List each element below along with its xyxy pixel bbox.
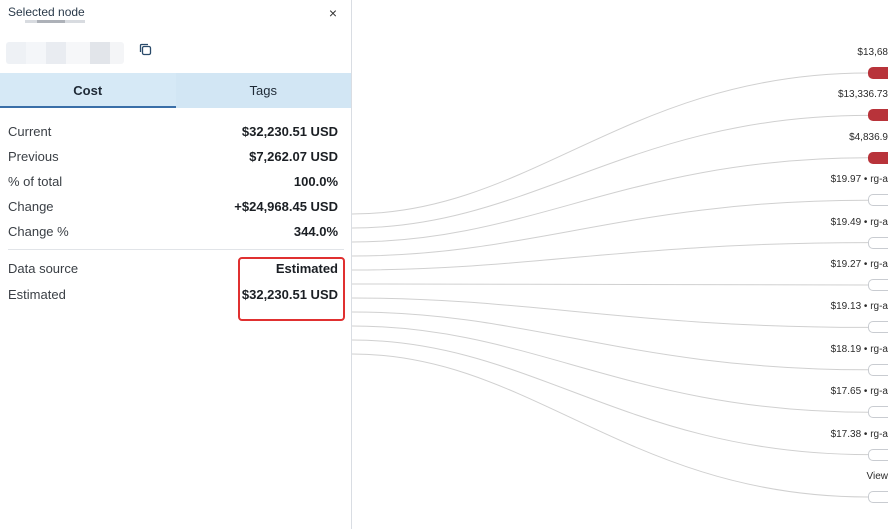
node-label: $13,336.73	[837, 89, 888, 101]
row-value: $7,262.07 USD	[249, 148, 338, 164]
title-redaction	[25, 20, 85, 23]
row-value: $32,230.51 USD	[241, 286, 338, 302]
node-bar[interactable]	[868, 363, 888, 376]
row-data-source: Data source Estimated	[8, 258, 338, 278]
row-label: Previous	[8, 148, 59, 164]
node-label: $17.65 • rg-a	[830, 386, 888, 398]
node-label: $17.38 • rg-a	[830, 428, 888, 440]
node-bar[interactable]	[868, 279, 888, 291]
flow-link	[351, 297, 869, 328]
close-icon[interactable]: ×	[328, 5, 338, 21]
flow-link	[351, 199, 869, 257]
node-label: $18.19 • rg-a	[830, 343, 888, 355]
node-bar[interactable]	[868, 491, 888, 503]
row-label: Change %	[8, 223, 69, 239]
tab-cost[interactable]: Cost	[0, 73, 176, 108]
node-bar[interactable]	[868, 151, 888, 164]
flow-link	[351, 325, 869, 413]
row-label: Current	[8, 123, 52, 139]
node-label: View	[866, 471, 888, 482]
node-label: $19.27 • rg-a	[830, 259, 888, 270]
tab-tags[interactable]: Tags	[175, 73, 351, 108]
flow-link	[351, 157, 869, 243]
flow-link	[351, 311, 869, 371]
row-value: +$24,968.45 USD	[234, 198, 338, 214]
copy-icon[interactable]	[138, 42, 154, 58]
node-bar[interactable]	[868, 448, 888, 461]
selected-node-panel: Selected node × Cost Tags Current $32,23…	[0, 0, 352, 529]
row-percent-total: % of total 100.0%	[8, 171, 338, 191]
row-value: $32,230.51 USD	[241, 123, 338, 139]
flow-link	[351, 353, 869, 498]
row-value: 100.0%	[293, 173, 338, 189]
row-label: Estimated	[8, 286, 66, 302]
node-label: $13,68	[857, 47, 888, 58]
node-label: $19.13 • rg-a	[830, 301, 888, 313]
flow-link	[351, 72, 869, 215]
flow-link	[351, 339, 869, 456]
node-bar[interactable]	[868, 321, 888, 334]
section-divider	[8, 249, 344, 250]
row-value: Estimated	[275, 260, 338, 276]
panel-title: Selected node	[8, 5, 85, 19]
flow-link	[351, 283, 869, 286]
flow-link	[351, 242, 869, 271]
node-bar[interactable]	[868, 67, 888, 79]
row-value: 344.0%	[293, 223, 338, 239]
copy-icon-glyph	[139, 43, 152, 56]
node-bar[interactable]	[868, 109, 888, 122]
row-current: Current $32,230.51 USD	[8, 121, 338, 141]
node-bar[interactable]	[868, 236, 888, 249]
row-estimated: Estimated $32,230.51 USD	[8, 284, 338, 304]
flow-link	[351, 114, 869, 229]
row-change: Change +$24,968.45 USD	[8, 196, 338, 216]
row-change-percent: Change % 344.0%	[8, 221, 338, 241]
node-label: $19.97 • rg-a	[830, 174, 888, 186]
node-label: $19.49 • rg-a	[830, 216, 888, 228]
row-label: % of total	[8, 173, 63, 189]
node-name-redacted	[6, 42, 124, 64]
row-previous: Previous $7,262.07 USD	[8, 146, 338, 166]
panel-tabs: Cost Tags	[0, 73, 351, 108]
node-bar[interactable]	[868, 406, 888, 419]
row-label: Change	[8, 198, 54, 214]
node-label: $4,836.9	[849, 131, 888, 143]
row-label: Data source	[8, 260, 79, 276]
node-bar[interactable]	[868, 194, 888, 207]
